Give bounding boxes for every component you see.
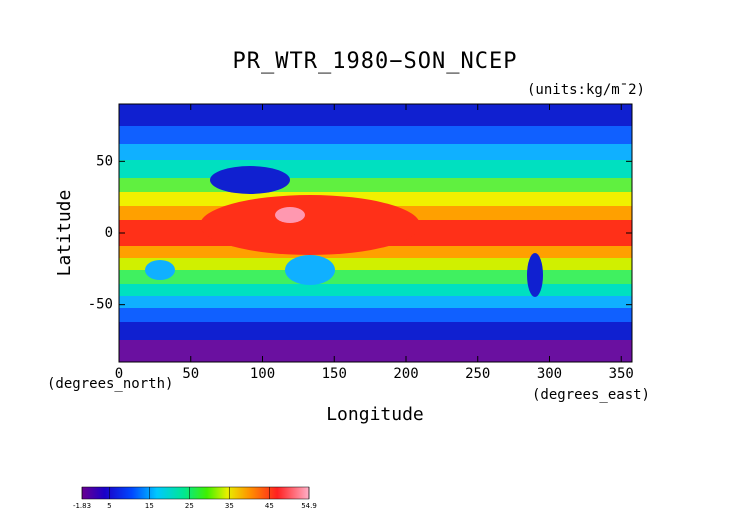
colorbar-label: 35 xyxy=(225,502,234,510)
x-axis-label: Longitude xyxy=(326,404,424,425)
x-tick-label: 150 xyxy=(322,366,347,382)
y-tick-label: -50 xyxy=(88,297,113,313)
x-tick-label: 350 xyxy=(609,366,634,382)
map-field xyxy=(119,104,632,362)
x-tick-label: 0 xyxy=(115,366,123,382)
y-tick-label: 50 xyxy=(96,153,113,169)
colorbar-label: 54.9 xyxy=(301,502,317,510)
x-tick-label: 50 xyxy=(182,366,199,382)
y-units: (degrees_north) xyxy=(47,376,173,392)
y-axis-label: Latitude xyxy=(54,190,75,277)
colorbar-label: 5 xyxy=(107,502,111,510)
colorbar-label: 45 xyxy=(265,502,274,510)
y-tick-label: 0 xyxy=(105,225,113,241)
x-units: (degrees_east) xyxy=(532,387,650,403)
chart-title: PR_WTR_1980−SON_NCEP xyxy=(233,49,518,74)
colorbar-label: 25 xyxy=(185,502,194,510)
x-tick-label: 100 xyxy=(250,366,275,382)
colorbar-label: 15 xyxy=(145,502,154,510)
x-tick-label: 200 xyxy=(393,366,418,382)
x-tick-label: 300 xyxy=(537,366,562,382)
units-label: (units:kg/m¯2) xyxy=(527,82,645,98)
x-tick-label: 250 xyxy=(465,366,490,382)
colorbar xyxy=(81,486,310,500)
colorbar-label: -1.83 xyxy=(73,502,91,510)
